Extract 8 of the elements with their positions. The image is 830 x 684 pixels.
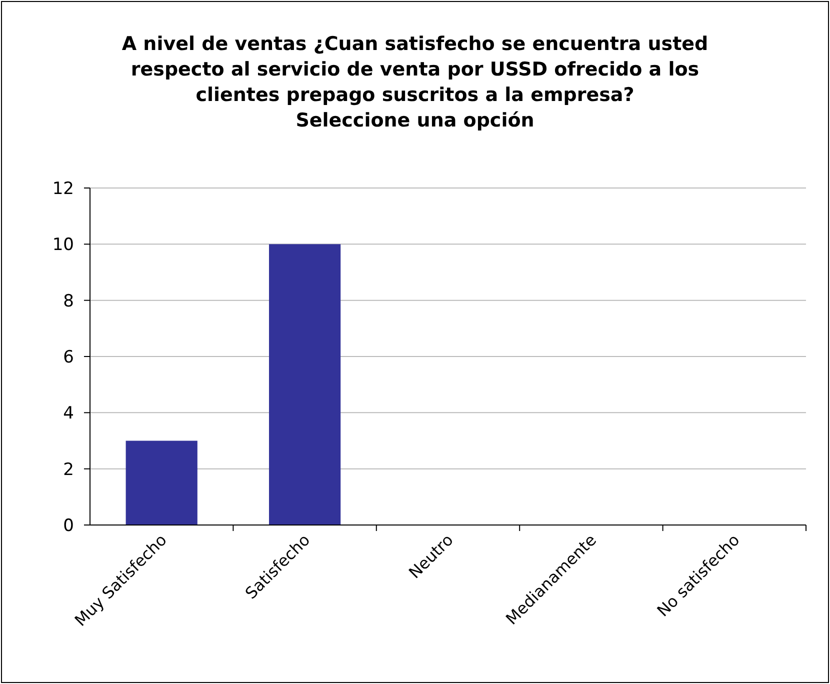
- y-tick-label: 2: [63, 460, 74, 480]
- y-tick-label: 4: [63, 404, 74, 424]
- y-tick-label: 10: [52, 235, 74, 256]
- y-tick-label: 8: [63, 291, 74, 312]
- y-tick-label: 6: [63, 347, 74, 368]
- y-tick-label: 0: [63, 516, 74, 536]
- y-tick-label: 12: [52, 178, 74, 199]
- chart-title: A nivel de ventas ¿Cuan satisfecho se encuentra usted respecto al servicio de venta por USSD ofrecido a los clientes prepago suscritos a la empresa? Seleccione una opción: [122, 33, 708, 132]
